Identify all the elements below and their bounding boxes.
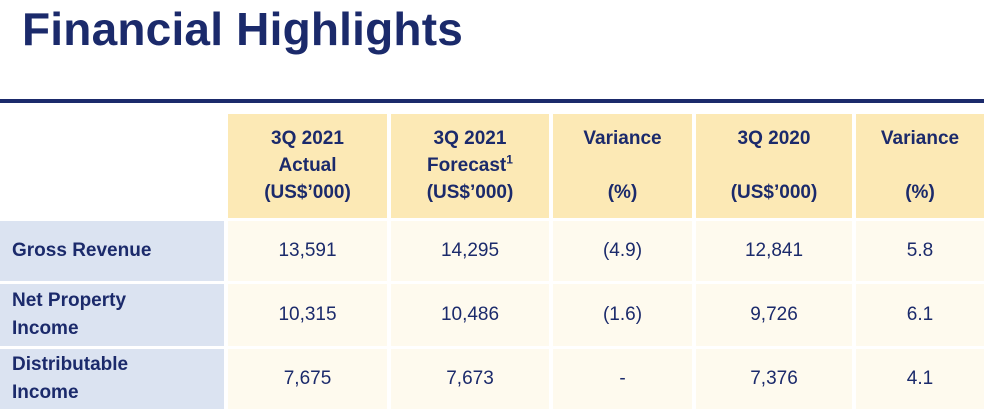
header-unit: (%) <box>607 182 638 203</box>
header-line: 3Q 2021 <box>271 128 344 149</box>
row-label-line: Income <box>12 318 79 339</box>
table-cell: 12,841 <box>696 218 856 281</box>
header-line: Variance <box>583 128 662 149</box>
footnote-marker: 1 <box>506 152 513 167</box>
table-cell: 10,315 <box>228 281 391 346</box>
table-cell: 5.8 <box>856 218 984 281</box>
row-label-line: Income <box>12 382 79 403</box>
header-line: Actual <box>278 155 337 176</box>
title-divider <box>0 99 984 103</box>
table-row-distributable-income: Distributable Income 7,675 7,673 - 7,376… <box>0 346 984 409</box>
header-blank-cell <box>0 114 228 218</box>
table-cell: 10,486 <box>391 281 553 346</box>
header-3q2021-forecast: 3Q 2021 Forecast1 (US$’000) <box>391 114 553 218</box>
header-line: 3Q 2020 <box>737 128 811 149</box>
row-label: Distributable Income <box>0 346 228 409</box>
row-label-line: Distributable <box>12 354 129 375</box>
table-row-net-property-income: Net Property Income 10,315 10,486 (1.6) … <box>0 281 984 346</box>
header-line: 3Q 2021 <box>433 128 507 149</box>
row-label: Gross Revenue <box>0 218 228 281</box>
header-3q2021-actual: 3Q 2021 Actual (US$’000) <box>228 114 391 218</box>
header-unit: (US$’000) <box>426 182 514 203</box>
header-variance-yoy: Variance (%) <box>856 114 984 218</box>
header-3q2020: 3Q 2020 (US$’000) <box>696 114 856 218</box>
header-unit: (US$’000) <box>264 182 351 203</box>
header-unit: (%) <box>905 182 935 203</box>
financial-highlights-table: 3Q 2021 Actual (US$’000) 3Q 2021 Forecas… <box>0 114 984 409</box>
header-row: 3Q 2021 Actual (US$’000) 3Q 2021 Forecas… <box>0 114 984 218</box>
table-cell: 9,726 <box>696 281 856 346</box>
header-text: Forecast <box>427 155 507 176</box>
table-cell: 7,376 <box>696 346 856 409</box>
header-unit: (US$’000) <box>730 182 818 203</box>
header-line: Variance <box>880 128 960 149</box>
table-cell: 7,675 <box>228 346 391 409</box>
table-cell: (1.6) <box>553 281 696 346</box>
table-cell: 13,591 <box>228 218 391 281</box>
table-cell: 7,673 <box>391 346 553 409</box>
header-line: Forecast1 <box>391 152 549 179</box>
row-label: Net Property Income <box>0 281 228 346</box>
table-row-gross-revenue: Gross Revenue 13,591 14,295 (4.9) 12,841… <box>0 218 984 281</box>
page-title: Financial Highlights <box>22 3 464 55</box>
table-cell: - <box>553 346 696 409</box>
table-cell: 4.1 <box>856 346 984 409</box>
header-variance-forecast: Variance (%) <box>553 114 696 218</box>
table-cell: (4.9) <box>553 218 696 281</box>
row-label-line: Net Property <box>12 290 127 311</box>
table-cell: 6.1 <box>856 281 984 346</box>
row-label-line: Gross Revenue <box>12 240 152 261</box>
table-cell: 14,295 <box>391 218 553 281</box>
